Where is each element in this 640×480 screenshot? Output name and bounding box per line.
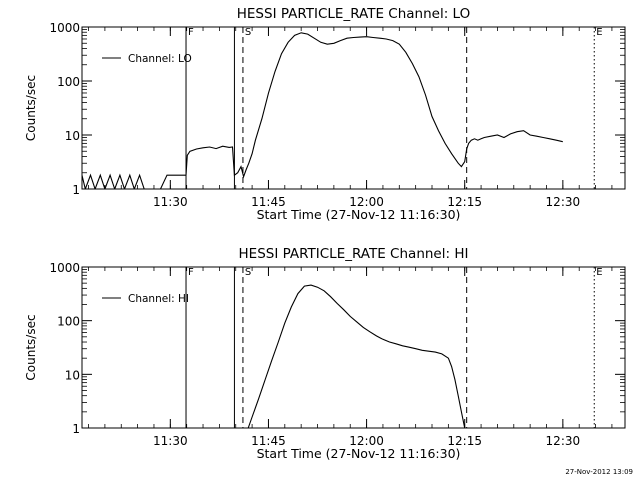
y-tick-label: 10	[65, 129, 80, 143]
x-tick-label: 12:15	[447, 195, 482, 209]
series-line	[247, 284, 466, 428]
x-tick-label: 12:30	[546, 195, 581, 209]
y-tick-label: 1000	[49, 21, 80, 35]
y-tick-label: 100	[57, 315, 80, 329]
x-axis-label: Start Time (27-Nov-12 11:16:30)	[257, 207, 461, 222]
x-tick-label: 11:45	[251, 195, 286, 209]
legend-label: Channel: HI	[128, 293, 189, 305]
x-tick-label: 12:15	[447, 434, 482, 448]
y-tick-label: 1	[72, 422, 80, 436]
plot-timestamp: 27-Nov-2012 13:09	[565, 468, 633, 476]
x-axis-label: Start Time (27-Nov-12 11:16:30)	[257, 446, 461, 461]
plot-area	[82, 27, 595, 189]
y-tick-label: 1	[72, 183, 80, 197]
chart-title: HESSI PARTICLE_RATE Channel: LO	[237, 6, 470, 22]
y-tick-label: 100	[57, 75, 80, 89]
y-axis-label: Counts/sec	[24, 75, 38, 141]
time-marker-label: F	[188, 27, 194, 38]
plot-frame	[81, 26, 626, 190]
time-marker-label: E	[596, 27, 602, 38]
legend-label: Channel: LO	[128, 53, 192, 65]
y-tick-label: 10	[65, 368, 80, 382]
chart-title: HESSI PARTICLE_RATE Channel: HI	[239, 246, 469, 262]
time-marker-label: F	[188, 267, 194, 278]
x-tick-label: 11:30	[153, 434, 188, 448]
x-tick-label: 11:30	[153, 195, 188, 209]
x-tick-label: 11:45	[251, 434, 286, 448]
time-marker-label: S	[245, 267, 251, 278]
chart-panel-lo: HESSI PARTICLE_RATE Channel: LO 1 10 100 100…	[24, 6, 626, 222]
y-tick-label: 1000	[49, 261, 80, 275]
time-marker-label: E	[596, 267, 602, 278]
chart-panel-hi: HESSI PARTICLE_RATE Channel: HI 1 10 100 100…	[24, 246, 626, 461]
time-marker-label: S	[245, 27, 251, 38]
plot-frame	[81, 266, 626, 429]
x-tick-label: 12:00	[349, 195, 384, 209]
x-tick-label: 12:30	[546, 434, 581, 448]
plot-area	[185, 267, 595, 428]
y-axis-label: Counts/sec	[24, 314, 38, 380]
series-line	[82, 32, 563, 189]
x-tick-label: 12:00	[349, 434, 384, 448]
